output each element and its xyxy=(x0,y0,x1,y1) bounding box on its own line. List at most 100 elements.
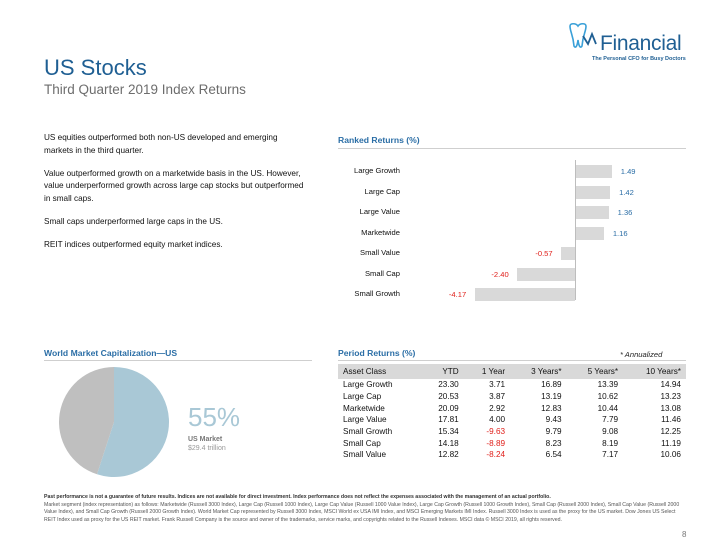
return-cell: 13.19 xyxy=(541,392,562,402)
category-label: Small Growth xyxy=(354,289,400,298)
annualized-note: * Annualized xyxy=(620,350,663,359)
page-subtitle: Third Quarter 2019 Index Returns xyxy=(44,82,246,97)
asset-class-cell: Small Cap xyxy=(343,438,381,448)
return-cell: 8.23 xyxy=(545,438,562,448)
return-cell: 3.87 xyxy=(489,392,506,402)
page-number: 8 xyxy=(682,530,687,539)
category-label: Small Value xyxy=(360,248,400,257)
world-market-cap-title: World Market Capitalization—US xyxy=(44,348,178,358)
category-label: Marketwide xyxy=(361,227,400,237)
return-cell: 10.44 xyxy=(597,403,619,413)
us-market-percent: 55% xyxy=(188,402,241,432)
return-cell: 20.53 xyxy=(438,392,459,402)
logo: Financial The Personal CFO for Busy Doct… xyxy=(566,22,690,66)
logo-tagline: The Personal CFO for Busy Doctors xyxy=(592,56,686,62)
table-row: Large Cap 20.53 3.87 13.19 10.62 13.23 xyxy=(338,391,686,403)
table-row: Large Growth 23.30 3.71 16.89 13.39 14.94 xyxy=(338,379,686,391)
table-header-row: Asset Class YTD 1 Year 3 Years* 5 Years*… xyxy=(338,364,686,379)
return-bar xyxy=(576,206,609,219)
summary-points: US equities outperformed both non-US dev… xyxy=(44,132,304,262)
return-cell: 3.71 xyxy=(489,380,506,390)
asset-class-cell: Large Value xyxy=(343,415,387,425)
return-cell: -8.24 xyxy=(486,450,506,460)
us-market-value: $29.4 trillion xyxy=(188,445,226,452)
period-returns-title: Period Returns (%) xyxy=(338,348,416,358)
table-row: Small Value 12.82 -8.24 6.54 7.17 10.06 xyxy=(338,449,686,461)
disclaimer: Past performance is not a guarantee of f… xyxy=(44,494,684,524)
summary-point: US equities outperformed both non-US dev… xyxy=(44,133,278,155)
chart-row: Large Value 1.36 xyxy=(338,203,688,221)
return-bar xyxy=(576,226,604,240)
category-label: Large Cap xyxy=(364,186,400,196)
world-market-cap-pie xyxy=(58,366,170,478)
disclaimer-bold: Past performance is not a guarantee of f… xyxy=(44,494,551,500)
ranked-returns-chart: Large Growth 1.49 Large Cap 1.42 Large Value… xyxy=(338,160,688,305)
return-cell: 2.92 xyxy=(489,403,506,413)
pie-slice-non-us xyxy=(59,367,114,475)
summary-point: REIT indices outperformed equity market … xyxy=(44,239,223,249)
return-cell: 16.89 xyxy=(541,380,562,390)
return-cell: 6.54 xyxy=(545,450,562,460)
return-cell: 11.46 xyxy=(661,415,681,425)
column-header: YTD xyxy=(421,364,464,379)
return-cell: 14.94 xyxy=(660,380,682,390)
chart-row: Marketwide 1.16 xyxy=(338,224,688,242)
value-label: 1.49 xyxy=(620,167,636,176)
return-cell: 20.09 xyxy=(438,403,459,413)
column-header: 10 Years* xyxy=(623,364,686,379)
asset-class-cell: Small Growth xyxy=(343,427,393,437)
return-cell: 9.08 xyxy=(602,427,619,437)
column-header: 1 Year xyxy=(463,364,511,379)
asset-class-cell: Large Growth xyxy=(343,380,393,390)
summary-point: Small caps underperformed large caps in … xyxy=(44,216,223,226)
value-label: -2.40 xyxy=(491,269,509,279)
return-cell: -8.89 xyxy=(486,438,506,448)
column-header: 5 Years* xyxy=(566,364,624,379)
return-cell: 9.79 xyxy=(545,427,562,437)
category-label: Small Cap xyxy=(364,268,400,278)
return-cell: 11.19 xyxy=(661,438,681,448)
ranked-returns-rule xyxy=(338,148,686,149)
summary-point: Value outperformed growth on a marketwid… xyxy=(44,168,304,204)
return-bar xyxy=(561,247,575,260)
chart-row: Small Cap -2.40 xyxy=(338,265,688,283)
return-bar xyxy=(474,288,575,301)
column-header: Asset Class xyxy=(338,364,422,379)
asset-class-cell: Small Value xyxy=(343,450,387,460)
page-title: US Stocks xyxy=(44,55,147,80)
chart-row: Large Growth 1.49 xyxy=(338,162,688,180)
return-bar xyxy=(576,165,612,178)
period-returns-table: Asset Class YTD 1 Year 3 Years* 5 Years*… xyxy=(338,364,686,461)
category-label: Large Value xyxy=(359,207,400,216)
return-cell: 13.23 xyxy=(660,392,682,402)
return-cell: 8.19 xyxy=(602,438,619,448)
return-cell: 10.62 xyxy=(597,392,619,402)
return-cell: 9.43 xyxy=(545,415,562,425)
value-label: 1.42 xyxy=(619,187,634,197)
chart-row: Small Growth -4.17 xyxy=(338,285,688,303)
column-header: 3 Years* xyxy=(510,364,567,379)
return-cell: 17.81 xyxy=(438,415,459,425)
pie-slice-us xyxy=(97,367,170,477)
return-cell: 7.79 xyxy=(602,415,619,425)
value-label: 1.16 xyxy=(612,228,628,238)
return-cell: 13.39 xyxy=(597,380,619,390)
table-row: Large Value 17.81 4.00 9.43 7.79 11.46 xyxy=(338,414,686,426)
return-cell: 12.83 xyxy=(541,403,562,413)
period-returns-rule xyxy=(338,360,686,361)
value-label: -0.57 xyxy=(535,249,553,258)
return-bar xyxy=(576,185,611,199)
return-cell: 12.25 xyxy=(660,427,682,437)
chart-zero-axis xyxy=(575,160,576,300)
chart-row: Small Value -0.57 xyxy=(338,244,688,262)
tooth-logo-icon xyxy=(569,22,597,48)
asset-class-cell: Marketwide xyxy=(343,403,385,413)
return-cell: -9.63 xyxy=(486,427,506,437)
return-cell: 23.30 xyxy=(438,380,459,390)
world-market-cap-rule xyxy=(44,360,312,361)
asset-class-cell: Large Cap xyxy=(343,392,382,402)
disclaimer-body: Market segment (index representation) as… xyxy=(44,501,680,523)
table-row: Small Growth 15.34 -9.63 9.79 9.08 12.25 xyxy=(338,426,686,438)
us-market-label: US Market xyxy=(188,436,223,443)
value-label: 1.36 xyxy=(617,208,633,217)
